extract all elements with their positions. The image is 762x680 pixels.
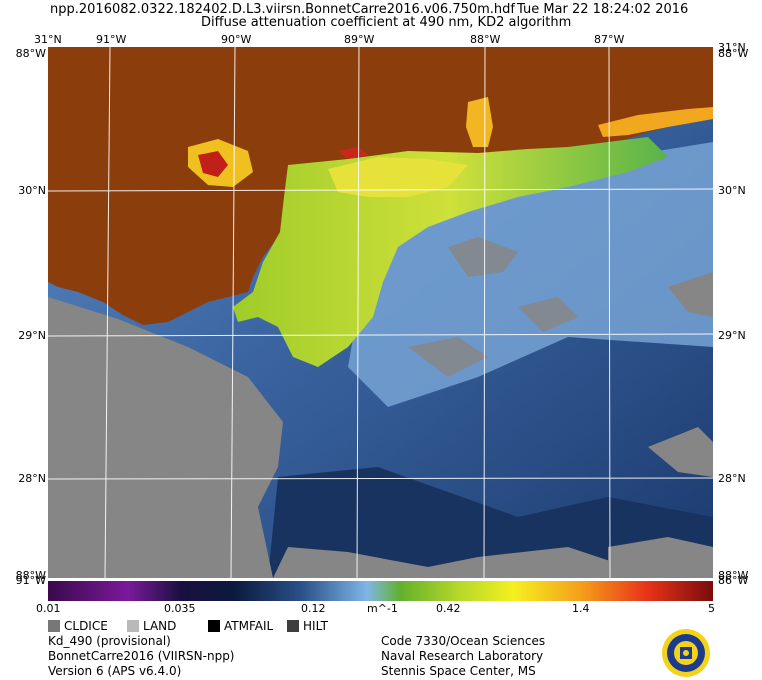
cbar-tick-5: 1.4 bbox=[572, 602, 590, 615]
cbar-tick-4: 0.42 bbox=[436, 602, 461, 615]
legend-swatch-atmfail bbox=[208, 620, 220, 632]
yellow-nearshore bbox=[328, 157, 468, 197]
info-lab: Naval Research Laboratory bbox=[381, 649, 544, 663]
corner-bottom-right-label: 86°W bbox=[718, 574, 749, 587]
corner-bottom-left-label: 91°W bbox=[15, 574, 46, 587]
info-code: Code 7330/Ocean Sciences bbox=[381, 634, 546, 648]
info-dataset: BonnetCarre2016 (VIIRSN-npp) bbox=[48, 649, 235, 663]
lat-label-30n-right: 30°N bbox=[718, 184, 746, 197]
lon-label-91w: 91°W bbox=[96, 33, 127, 46]
lat-label-28n-right: 28°N bbox=[718, 472, 746, 485]
lon-label-89w: 89°W bbox=[344, 33, 375, 46]
legend-label-atmfail: ATMFAIL bbox=[224, 619, 274, 633]
graticule bbox=[48, 47, 713, 578]
right-bottom-overlap-label: 88°W bbox=[718, 569, 749, 582]
orange-hotspot-mobile bbox=[466, 97, 493, 147]
cloud-mask-south bbox=[273, 547, 658, 578]
cloud-patches-east bbox=[608, 272, 713, 578]
datetime-title: Tue Mar 22 18:24:02 2016 bbox=[517, 2, 689, 17]
legend-swatch-cldice bbox=[48, 620, 60, 632]
left-top-overlap-label: 88°W bbox=[15, 47, 46, 60]
lon-label-87w: 87°W bbox=[594, 33, 625, 46]
cbar-tick-6: 5 bbox=[708, 602, 715, 615]
corner-top-right-label: 31°N bbox=[718, 41, 746, 54]
legend-label-land: LAND bbox=[143, 619, 177, 633]
nrl-logo bbox=[662, 629, 710, 677]
info-version: Version 6 (APS v6.4.0) bbox=[48, 664, 182, 678]
info-product: Kd_490 (provisional) bbox=[48, 634, 171, 648]
lon-label-90w: 90°W bbox=[221, 33, 252, 46]
corner-top-left-label: 31°N bbox=[34, 33, 62, 46]
legend-swatch-land bbox=[127, 620, 139, 632]
red-hotspot-coast bbox=[338, 147, 368, 159]
colorbar bbox=[48, 581, 713, 601]
lon-label-88w: 88°W bbox=[470, 33, 501, 46]
lat-label-28n-left: 28°N bbox=[18, 472, 46, 485]
red-hotspot-lake bbox=[198, 151, 228, 177]
colorbar-gradient bbox=[48, 581, 713, 601]
cbar-units: m^-1 bbox=[367, 602, 398, 615]
product-title: Diffuse attenuation coefficient at 490 n… bbox=[201, 15, 572, 30]
cbar-tick-1: 0.035 bbox=[164, 602, 196, 615]
cbar-tick-0: 0.01 bbox=[36, 602, 61, 615]
left-bottom-overlap-label: 88°W bbox=[15, 569, 46, 582]
legend-swatch-hilt bbox=[287, 620, 299, 632]
cbar-tick-2: 0.12 bbox=[301, 602, 326, 615]
legend-label-hilt: HILT bbox=[303, 619, 328, 633]
cloud-patches-mid bbox=[408, 237, 578, 377]
legend-label-cldice: CLDICE bbox=[64, 619, 108, 633]
kd490-map bbox=[48, 47, 713, 578]
lat-label-30n-left: 30°N bbox=[18, 184, 46, 197]
filename-title: npp.2016082.0322.182402.D.L3.viirsn.Bonn… bbox=[50, 2, 515, 17]
right-top-overlap-label: 88°W bbox=[718, 47, 749, 60]
lat-label-29n-right: 29°N bbox=[718, 329, 746, 342]
deep-water-band bbox=[268, 467, 713, 578]
land-mass bbox=[48, 47, 713, 325]
lat-label-29n-left: 29°N bbox=[18, 329, 46, 342]
info-location: Stennis Space Center, MS bbox=[381, 664, 536, 678]
orange-strip-east bbox=[598, 107, 713, 137]
turbid-plume bbox=[233, 137, 668, 367]
